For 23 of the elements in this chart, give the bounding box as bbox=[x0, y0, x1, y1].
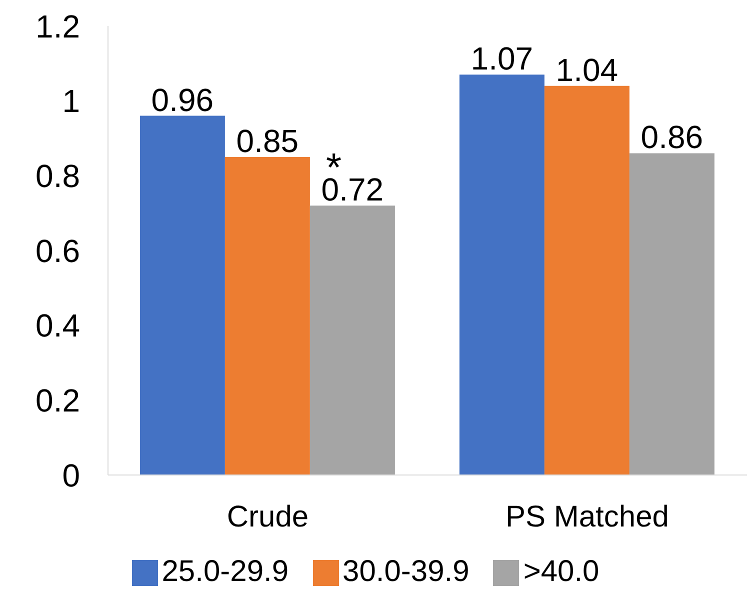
x-tick-label: Crude bbox=[226, 500, 309, 534]
bar bbox=[310, 206, 395, 475]
bar bbox=[140, 116, 225, 475]
legend-label: >40.0 bbox=[523, 555, 600, 588]
bar bbox=[459, 74, 544, 475]
y-tick-label: 1.2 bbox=[36, 8, 80, 44]
legend-label: 25.0-29.9 bbox=[162, 555, 289, 588]
data-label: 1.07 bbox=[470, 40, 534, 77]
data-label: 1.04 bbox=[556, 52, 618, 88]
y-tick-label: 0.2 bbox=[36, 382, 80, 419]
bar bbox=[544, 86, 630, 475]
y-tick-label: 0.4 bbox=[36, 308, 80, 344]
y-tick-label: 0 bbox=[62, 457, 80, 494]
x-tick-label: PS Matched bbox=[506, 500, 669, 534]
legend-label: 30.0-39.9 bbox=[342, 555, 470, 588]
y-tick-label: 0.6 bbox=[36, 232, 80, 269]
bar bbox=[629, 153, 714, 475]
y-tick-label: 1 bbox=[62, 83, 80, 120]
y-tick-label: 0.8 bbox=[36, 158, 80, 194]
data-label: 0.85 bbox=[236, 122, 299, 159]
data-label: 0.86 bbox=[640, 119, 704, 156]
data-label: 0.96 bbox=[151, 82, 214, 118]
bar bbox=[224, 156, 310, 475]
